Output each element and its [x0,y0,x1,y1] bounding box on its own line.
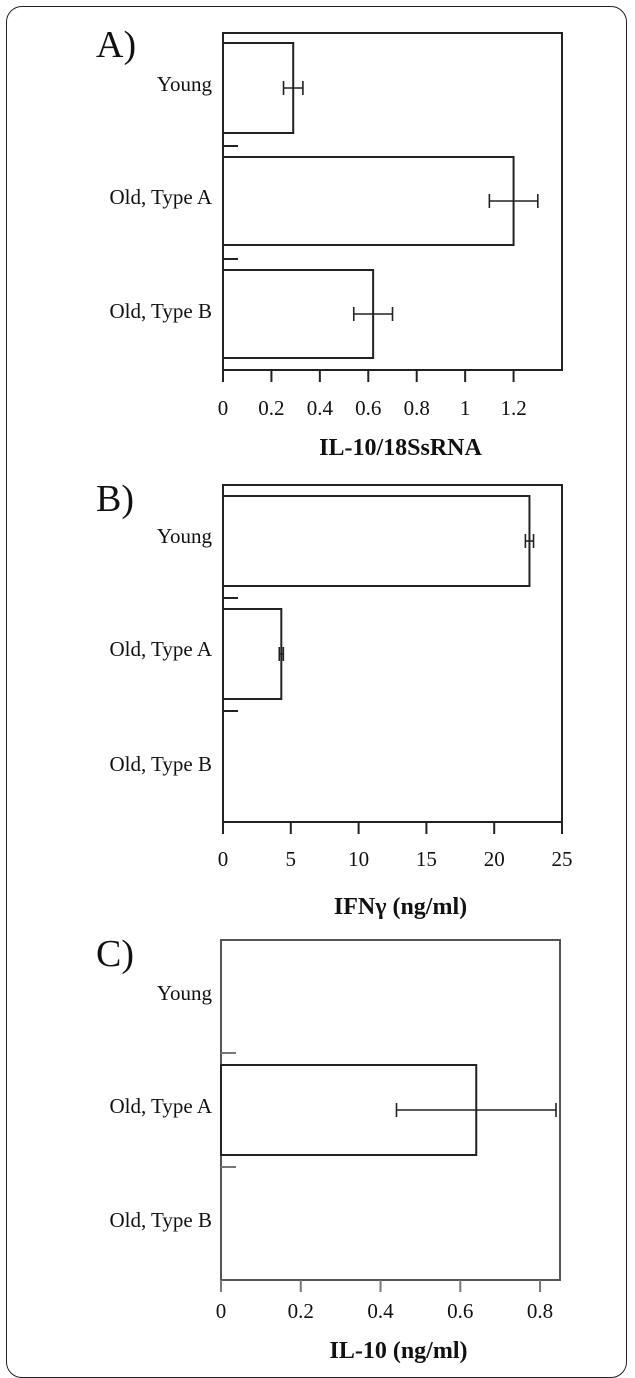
panel-b-x-tick-label: 0 [218,847,229,871]
panel-b-x-tick-label: 15 [416,847,437,871]
panel-b-bar [222,608,283,700]
panel-a-x-tick-label: 0.8 [404,396,430,420]
panel-c-category-label: Old, Type A [109,1094,212,1118]
panel-b-x-axis-label: IFNγ (ng/ml) [334,894,467,920]
panel-c-x-axis-label: IL-10 (ng/ml) [330,1338,468,1364]
panel-a-x-tick-label: 0.2 [258,396,284,420]
panel-a-category-label: Old, Type B [109,299,212,323]
panel-a-category-label: Young [157,72,213,96]
panel-a-bar [222,42,295,134]
panel-c-x-tick-label: 0.6 [447,1299,473,1323]
panel-a-bar [222,269,375,359]
panel-b-category-label: Old, Type B [109,752,212,776]
panel-a-label: A) [96,24,136,66]
panel-a-x-tick-label: 0.6 [355,396,381,420]
panel-a-category-label: Old, Type A [109,185,212,209]
panel-c-label: C) [96,933,134,975]
panel-b-label: B) [96,478,134,520]
panel-b-x-tick-label: 20 [484,847,505,871]
panel-c-category-label: Old, Type B [109,1208,212,1232]
panel-c-x-tick-label: 0.8 [527,1299,553,1323]
panel-a-x-tick-label: 0 [218,396,229,420]
panel-a-x-tick-label: 0.4 [307,396,334,420]
panel-a-bar [222,156,515,246]
panel-c-x-tick-label: 0 [216,1299,227,1323]
panel-c-x-tick-label: 0.4 [367,1299,394,1323]
panel-a-x-tick-label: 1.2 [500,396,526,420]
panel-b-category-label: Young [157,524,213,548]
panel-b-plot-area [222,484,563,823]
panel-b-x-tick-label: 5 [286,847,297,871]
panel-c-x-tick-label: 0.2 [288,1299,314,1323]
panel-a-x-tick-label: 1 [460,396,471,420]
panel-b-x-tick-label: 10 [348,847,369,871]
panel-a-x-axis-label: IL-10/18SsRNA [319,435,482,461]
panel-b-category-label: Old, Type A [109,637,212,661]
panel-b-bar [222,495,531,587]
panel-c-category-label: Young [157,981,213,1005]
panel-b-x-tick-label: 25 [552,847,573,871]
